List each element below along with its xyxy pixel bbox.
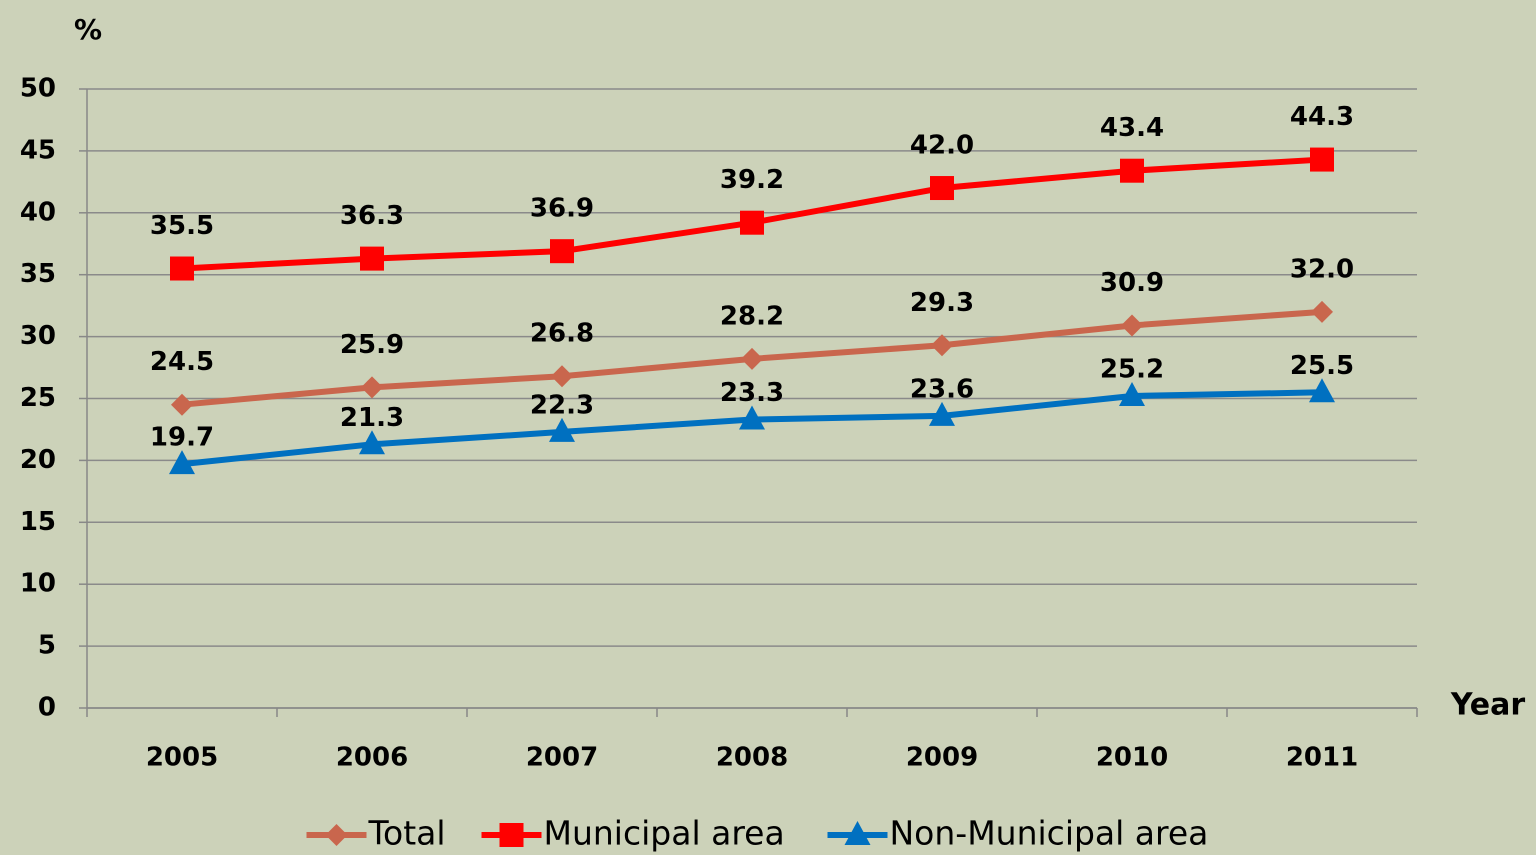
data-point: [931, 334, 953, 357]
y-tick-label: 5: [38, 631, 56, 661]
data-point: [1121, 314, 1143, 337]
legend-marker: [844, 821, 871, 845]
y-tick-label: 0: [38, 693, 56, 723]
data-label: 44.3: [1290, 102, 1354, 132]
x-tick-label: 2007: [526, 743, 598, 773]
data-label: 22.3: [530, 390, 594, 420]
y-tick-label: 50: [20, 74, 56, 104]
x-tick-label: 2008: [716, 743, 788, 773]
y-tick-label: 20: [20, 445, 56, 475]
data-label: 25.9: [340, 330, 404, 360]
data-label: 36.9: [530, 194, 594, 224]
y-tick-label: 10: [20, 569, 56, 599]
data-label: 21.3: [340, 403, 404, 433]
y-axis-label: %: [74, 13, 102, 46]
x-tick-label: 2011: [1286, 743, 1358, 773]
data-label: 23.3: [720, 378, 784, 408]
data-point: [361, 376, 383, 399]
legend-label: Municipal area: [544, 814, 785, 853]
data-label: 29.3: [910, 288, 974, 318]
data-label: 28.2: [720, 301, 784, 331]
y-tick-label: 45: [20, 135, 56, 165]
data-label: 24.5: [150, 347, 214, 377]
data-label: 43.4: [1100, 113, 1164, 143]
data-point: [1310, 147, 1334, 172]
data-point: [740, 210, 764, 235]
x-axis-label: Year: [1450, 688, 1526, 723]
data-label: 42.0: [910, 131, 974, 161]
data-point: [1311, 300, 1333, 323]
y-tick-label: 15: [20, 507, 56, 537]
data-point: [169, 450, 195, 475]
legend-label: Non-Municipal area: [890, 814, 1209, 853]
data-point: [359, 430, 385, 455]
data-point: [170, 256, 194, 281]
data-point: [930, 176, 954, 201]
data-label: 25.2: [1100, 355, 1164, 385]
data-label: 36.3: [340, 201, 404, 231]
data-point: [360, 246, 384, 271]
data-label: 25.5: [1290, 351, 1354, 381]
y-tick-label: 30: [20, 321, 56, 351]
data-point: [1119, 382, 1145, 407]
y-tick-label: 40: [20, 197, 56, 227]
data-label: 35.5: [150, 211, 214, 241]
data-label: 23.6: [910, 374, 974, 404]
x-tick-label: 2006: [336, 743, 408, 773]
legend-marker: [325, 824, 348, 846]
x-tick-label: 2010: [1096, 743, 1168, 773]
data-point: [741, 347, 763, 370]
data-point: [739, 405, 765, 430]
data-point: [549, 417, 575, 442]
x-tick-label: 2009: [906, 743, 978, 773]
data-label: 32.0: [1290, 254, 1354, 284]
legend-marker: [499, 823, 524, 847]
data-point: [1309, 378, 1335, 403]
data-label: 30.9: [1100, 268, 1164, 298]
y-tick-label: 25: [20, 383, 56, 413]
data-label: 39.2: [720, 165, 784, 195]
data-point: [929, 401, 955, 426]
data-point: [1120, 158, 1144, 183]
data-label: 26.8: [530, 319, 594, 349]
legend-label: Total: [368, 814, 446, 853]
x-tick-label: 2005: [146, 743, 218, 773]
data-point: [551, 365, 573, 388]
y-tick-label: 35: [20, 259, 56, 289]
data-point: [171, 393, 193, 416]
data-point: [550, 239, 574, 264]
data-label: 19.7: [150, 423, 214, 453]
